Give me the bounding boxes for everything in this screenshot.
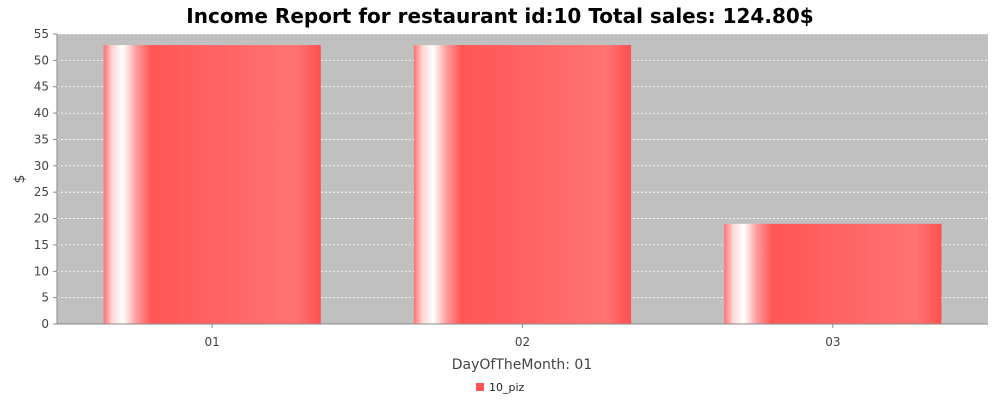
legend-swatch xyxy=(476,383,484,391)
y-tick-label: 0 xyxy=(41,317,49,331)
y-tick-label: 15 xyxy=(34,238,49,252)
y-tick-label: 35 xyxy=(34,132,49,146)
y-tick-label: 20 xyxy=(34,212,49,226)
legend: 10_piz xyxy=(476,381,525,394)
x-tick-label: 02 xyxy=(515,335,530,349)
y-tick-label: 30 xyxy=(34,159,49,173)
x-axis-label: DayOfTheMonth: 01 xyxy=(452,357,593,373)
y-tick-label: 55 xyxy=(34,27,49,41)
chart-title: Income Report for restaurant id:10 Total… xyxy=(186,4,813,28)
y-tick-label: 40 xyxy=(34,106,49,120)
y-tick-label: 10 xyxy=(34,264,49,278)
legend-label: 10_piz xyxy=(489,381,525,394)
bar-03 xyxy=(724,223,942,324)
x-axis-ticks: 01 02 03 xyxy=(205,324,840,349)
bar-01 xyxy=(103,45,321,325)
y-tick-label: 45 xyxy=(34,80,49,94)
y-tick-label: 50 xyxy=(34,53,49,67)
y-tick-label: 25 xyxy=(34,185,49,199)
y-tick-label: 5 xyxy=(41,291,49,305)
x-tick-label: 01 xyxy=(205,335,220,349)
y-axis-ticks: 0 5 10 15 20 25 30 35 40 45 50 55 xyxy=(34,27,57,331)
bar-02 xyxy=(413,45,632,325)
bars xyxy=(103,45,942,325)
x-tick-label: 03 xyxy=(825,335,840,349)
y-axis-label: $ xyxy=(12,175,28,184)
